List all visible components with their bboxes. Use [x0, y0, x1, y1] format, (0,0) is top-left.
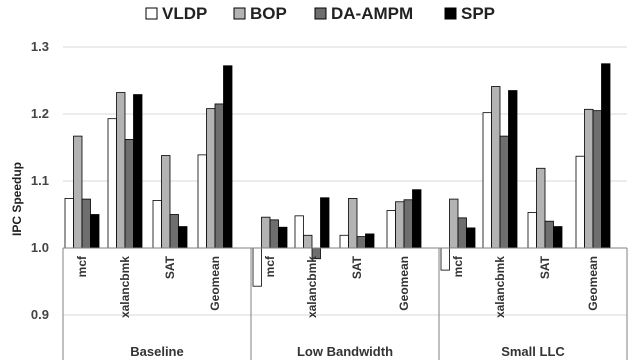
legend-swatch: [444, 7, 457, 20]
bar-da-ampm: [169, 214, 179, 249]
y-tick-label: 1.1: [31, 173, 49, 188]
bar-spp: [601, 63, 611, 249]
y-axis-title: IPC Speedup: [10, 162, 24, 236]
category-label: mcf: [451, 255, 465, 277]
bar-spp: [223, 65, 233, 249]
legend: VLDP BOP DA-AMPM SPP: [145, 4, 495, 23]
y-tick-label: 1.2: [31, 106, 49, 121]
axes: [62, 247, 628, 360]
bar-bop: [536, 167, 546, 249]
bar-bop: [584, 108, 594, 249]
bar-spp: [133, 94, 143, 249]
bar-spp: [412, 189, 422, 249]
bar-vldp: [527, 212, 537, 249]
bar-vldp: [64, 198, 74, 249]
bar-vldp: [386, 210, 396, 249]
bar-vldp: [575, 155, 585, 249]
y-tick-label: 0.9: [31, 307, 49, 322]
labels: 0.9 1.0 1.1 1.2 1.3 mcf xalancbmk SAT Geomean Bas…: [31, 39, 600, 359]
bar-spp: [90, 214, 100, 249]
bar-bop: [116, 92, 126, 249]
group-label: Low Bandwidth: [297, 344, 393, 359]
bar-da-ampm: [592, 110, 602, 249]
group-label: Baseline: [130, 344, 183, 359]
bar-bop: [161, 155, 171, 249]
bar-vldp: [339, 234, 349, 249]
legend-swatch: [145, 7, 158, 20]
bar-da-ampm: [403, 199, 413, 249]
legend-label: DA-AMPM: [331, 4, 413, 23]
bar-da-ampm: [214, 103, 224, 249]
category-label: Geomean: [397, 256, 411, 311]
bar-spp: [320, 197, 330, 249]
bar-vldp: [294, 215, 304, 249]
legend-swatch: [314, 7, 327, 20]
legend-swatch: [233, 7, 246, 20]
category-label: SAT: [350, 255, 364, 279]
bar-bop: [395, 201, 405, 249]
category-label: Geomean: [208, 256, 222, 311]
bar-vldp: [252, 247, 262, 287]
category-label: xalancbmk: [493, 256, 507, 318]
bar-da-ampm: [81, 198, 91, 249]
bar-bop: [348, 198, 358, 249]
bar-bop: [491, 86, 501, 249]
bar-spp: [178, 226, 188, 249]
bar-bop: [261, 216, 271, 249]
bar-bop: [206, 108, 216, 249]
category-label: xalancbmk: [305, 256, 319, 318]
category-label: mcf: [75, 255, 89, 277]
category-label: mcf: [263, 255, 277, 277]
bars: [64, 63, 611, 287]
bar-spp: [553, 226, 563, 249]
bar-vldp: [152, 200, 162, 249]
bar-spp: [365, 233, 375, 249]
bar-spp: [508, 90, 518, 249]
bar-da-ampm: [356, 236, 366, 249]
category-label: SAT: [163, 255, 177, 279]
y-tick-label: 1.0: [31, 240, 49, 255]
group-label: Small LLC: [501, 344, 565, 359]
bar-da-ampm: [124, 139, 134, 249]
legend-label: BOP: [250, 4, 287, 23]
bar-spp: [278, 226, 288, 249]
bar-vldp: [482, 112, 492, 249]
category-label: Geomean: [586, 256, 600, 311]
bar-bop: [73, 135, 83, 249]
bar-da-ampm: [457, 217, 467, 249]
bar-bop: [303, 234, 313, 249]
bar-bop: [449, 198, 459, 249]
bar-da-ampm: [269, 219, 279, 249]
bar-da-ampm: [544, 220, 554, 249]
gridlines: [63, 46, 627, 316]
y-tick-label: 1.3: [31, 39, 49, 54]
bar-vldp: [197, 154, 207, 249]
legend-label: SPP: [461, 4, 495, 23]
category-label: xalancbmk: [118, 256, 132, 318]
bar-vldp: [107, 118, 117, 249]
bar-spp: [466, 227, 476, 249]
bar-da-ampm: [499, 135, 509, 249]
legend-label: VLDP: [162, 4, 207, 23]
bar-vldp: [440, 247, 450, 271]
category-label: SAT: [538, 255, 552, 279]
